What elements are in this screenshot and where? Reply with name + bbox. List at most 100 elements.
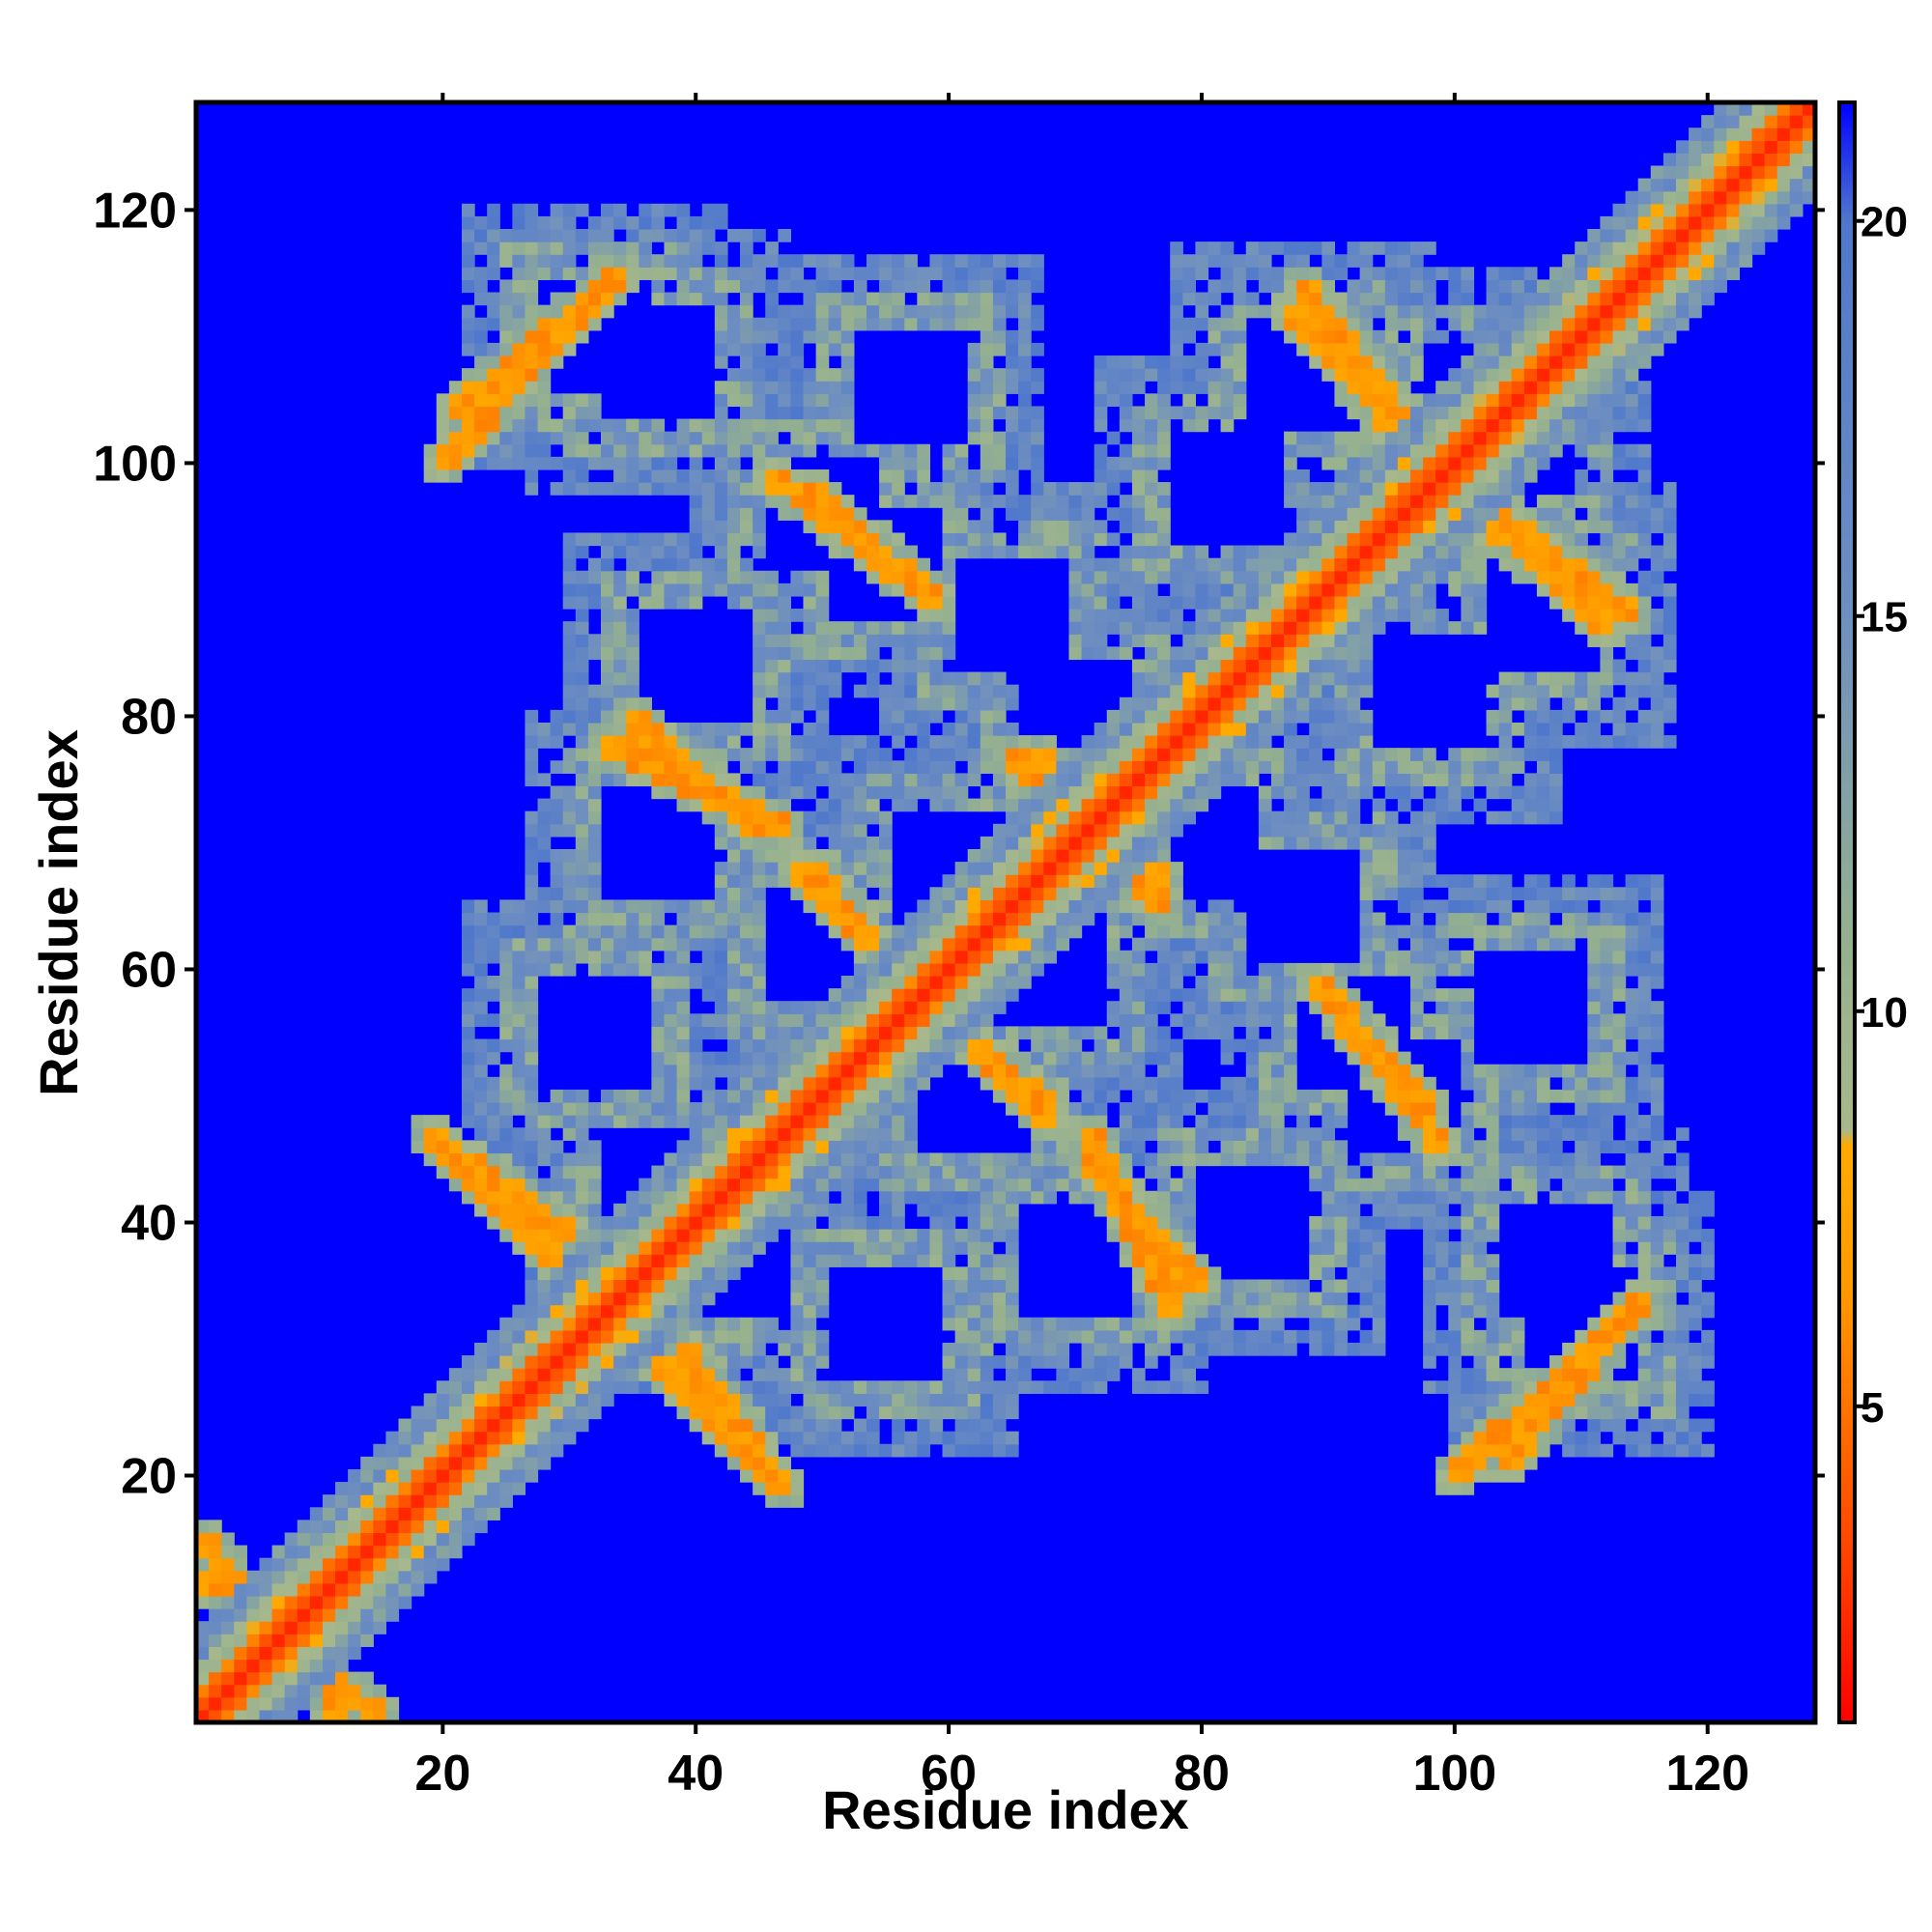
heatmap-cell (815, 823, 830, 838)
heatmap-cell (740, 1254, 753, 1267)
heatmap-cell (929, 317, 944, 331)
heatmap-cell (499, 406, 513, 420)
heatmap-cell (701, 520, 716, 534)
heatmap-cell (562, 950, 577, 964)
heatmap-cell (765, 634, 779, 647)
heatmap-cell (892, 1140, 905, 1154)
heatmap-cell (525, 1456, 539, 1470)
heatmap-cell (1119, 418, 1133, 433)
heatmap-cell (1031, 381, 1044, 394)
heatmap-cell (1334, 1190, 1349, 1205)
heatmap-cell (866, 1406, 880, 1420)
heatmap-cell (954, 988, 969, 1002)
heatmap-cell (892, 1026, 905, 1040)
heatmap-cell (1170, 304, 1183, 319)
heatmap-cell (1233, 267, 1247, 281)
heatmap-cell (587, 242, 602, 255)
heatmap-cell (778, 760, 791, 774)
heatmap-cell (1119, 609, 1133, 622)
heatmap-cell (879, 292, 893, 306)
heatmap-cell (1043, 785, 1057, 800)
heatmap-cell (1284, 267, 1297, 281)
heatmap-cell (1309, 342, 1322, 356)
heatmap-cell (651, 976, 666, 989)
heatmap-cell (651, 456, 666, 470)
heatmap-cell (651, 1254, 666, 1267)
heatmap-cell (790, 304, 805, 319)
heatmap-cell (461, 1494, 475, 1508)
heatmap-cell (550, 735, 564, 749)
heatmap-cell (487, 1165, 500, 1179)
heatmap-cell (1157, 1026, 1171, 1040)
heatmap-cell (929, 595, 944, 610)
heatmap-cell (664, 1393, 678, 1407)
heatmap-cell (1284, 292, 1297, 306)
heatmap-cell (892, 1190, 905, 1205)
heatmap-cell (828, 329, 842, 344)
heatmap-cell (840, 924, 855, 939)
heatmap-cell (1284, 1001, 1297, 1014)
heatmap-cell (309, 1684, 324, 1698)
heatmap-cell (1119, 557, 1133, 572)
heatmap-cell (525, 229, 539, 242)
heatmap-cell (575, 1292, 589, 1306)
heatmap-cell (537, 1215, 552, 1230)
heatmap-cell (1170, 1013, 1183, 1028)
heatmap-cell (753, 748, 766, 761)
heatmap-cell (904, 1431, 918, 1445)
heatmap-cell (1131, 1292, 1146, 1306)
heatmap-cell (436, 1431, 450, 1445)
heatmap-cell (1296, 1127, 1310, 1141)
heatmap-cell (562, 267, 577, 281)
heatmap-cell (221, 1545, 235, 1559)
heatmap-cell (1334, 1089, 1349, 1103)
heatmap-cell (562, 595, 577, 610)
heatmap-cell (1284, 1342, 1297, 1356)
heatmap-cell (1043, 1026, 1057, 1040)
heatmap-cell (866, 1001, 880, 1014)
heatmap-cell (1284, 748, 1297, 761)
heatmap-cell (537, 1456, 552, 1470)
heatmap-cell (1347, 582, 1361, 597)
heatmap-cell (1006, 836, 1019, 850)
heatmap-cell (676, 1115, 691, 1128)
heatmap-cell (1245, 545, 1260, 559)
heatmap-cell (626, 431, 639, 445)
heatmap-cell (942, 1304, 956, 1319)
heatmap-cell (992, 1304, 1007, 1319)
heatmap-cell (1006, 1038, 1019, 1053)
heatmap-cell (1321, 1292, 1336, 1306)
heatmap-cell (765, 1215, 779, 1230)
heatmap-cell (892, 1064, 905, 1078)
heatmap-cell (562, 1418, 577, 1433)
heatmap-cell (1309, 267, 1322, 281)
heatmap-cell (929, 899, 944, 914)
heatmap-cell (992, 545, 1007, 559)
heatmap-cell (992, 798, 1007, 812)
heatmap-cell (1296, 545, 1310, 559)
heatmap-cell (1068, 773, 1083, 787)
heatmap-cell (765, 1329, 779, 1344)
heatmap-cell (689, 1165, 703, 1179)
heatmap-cell (1068, 785, 1083, 800)
heatmap-cell (411, 1532, 425, 1547)
heatmap-cell (1119, 1190, 1133, 1205)
heatmap-cell (1347, 304, 1361, 319)
heatmap-cell (664, 545, 678, 559)
heatmap-cell (474, 279, 488, 294)
heatmap-cell (866, 1443, 880, 1458)
heatmap-cell (954, 520, 969, 534)
heatmap-cell (537, 962, 552, 977)
heatmap-cell (714, 887, 728, 900)
heatmap-cell (550, 1292, 564, 1306)
heatmap-cell (676, 279, 691, 294)
heatmap-cell (726, 507, 741, 521)
heatmap-cell (448, 1178, 463, 1192)
heatmap-cell (853, 962, 867, 977)
heatmap-cell (790, 1279, 805, 1293)
heatmap-cell (904, 646, 918, 661)
heatmap-cell (1170, 1304, 1183, 1319)
heatmap-cell (980, 696, 994, 711)
heatmap-cell (297, 1659, 311, 1673)
heatmap-cell (1208, 937, 1222, 952)
